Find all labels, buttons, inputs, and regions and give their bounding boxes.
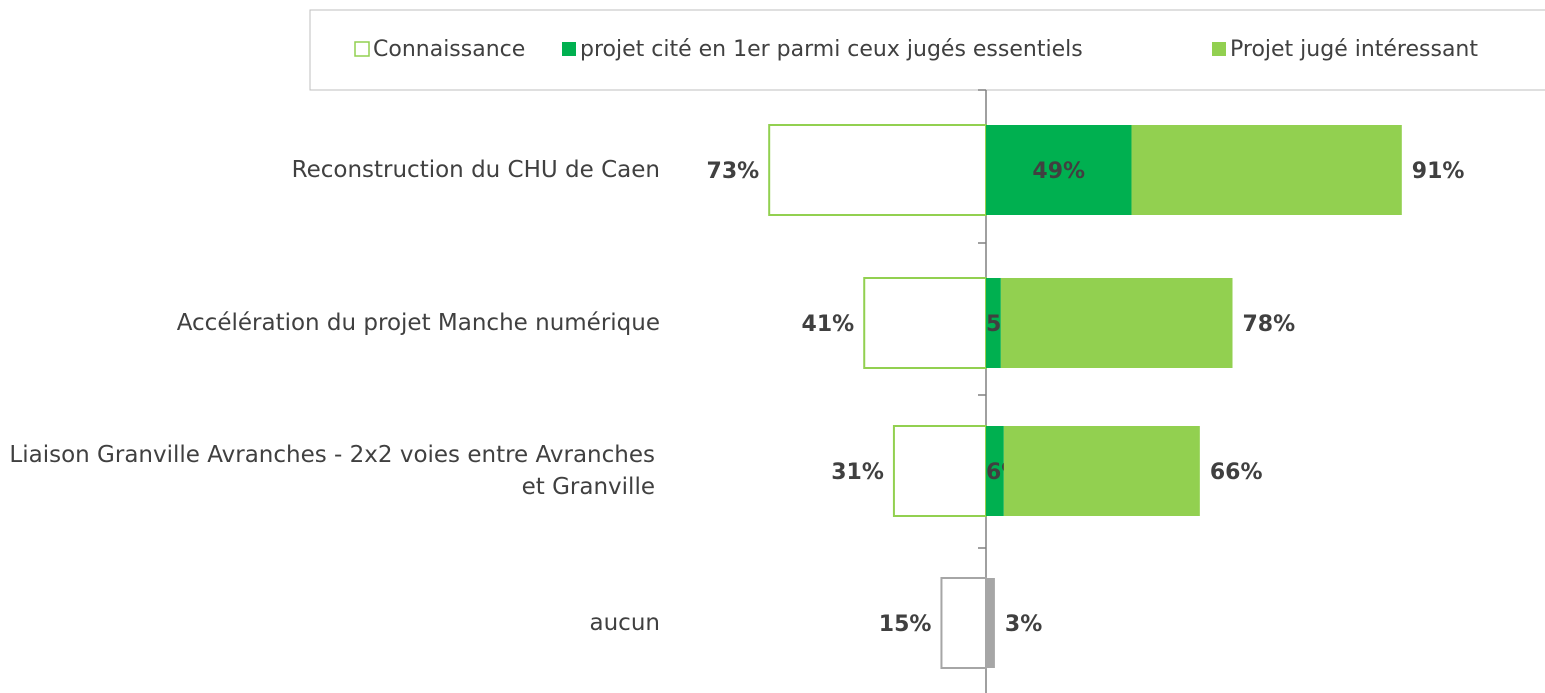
legend-label: Projet jugé intéressant xyxy=(1230,37,1478,62)
value-label: 66% xyxy=(1210,460,1263,485)
legend-swatch xyxy=(562,42,576,56)
legend-swatch xyxy=(1212,42,1226,56)
bar xyxy=(1003,426,1200,516)
value-label: 91% xyxy=(1412,159,1465,184)
bar xyxy=(986,578,995,668)
bar xyxy=(768,124,987,216)
bar xyxy=(986,278,1001,368)
legend-label: Connaissance xyxy=(373,37,525,62)
bar xyxy=(986,426,1004,516)
value-label: 49% xyxy=(1032,159,1085,184)
value-label: 31% xyxy=(831,460,884,485)
category-label: Liaison Granville Avranches - 2x2 voies … xyxy=(9,442,655,500)
category-ticks xyxy=(978,89,986,549)
category-label: Accélération du projet Manche numérique xyxy=(176,310,660,336)
legend-box xyxy=(309,9,1545,91)
bar xyxy=(863,277,987,369)
bar xyxy=(1131,125,1402,215)
category-label: Reconstruction du CHU de Caen xyxy=(291,157,660,183)
value-label: 41% xyxy=(802,312,855,337)
value-label: 78% xyxy=(1243,312,1296,337)
value-label: 15% xyxy=(879,612,932,637)
bar xyxy=(892,425,987,517)
legend-swatch xyxy=(354,41,370,57)
category-label: aucun xyxy=(589,610,660,636)
bar xyxy=(1000,278,1233,368)
value-label: 73% xyxy=(707,159,760,184)
bar xyxy=(986,125,1132,215)
legend-label: projet cité en 1er parmi ceux jugés esse… xyxy=(580,37,1083,62)
value-label: 3% xyxy=(1005,612,1042,637)
bar xyxy=(940,577,988,669)
